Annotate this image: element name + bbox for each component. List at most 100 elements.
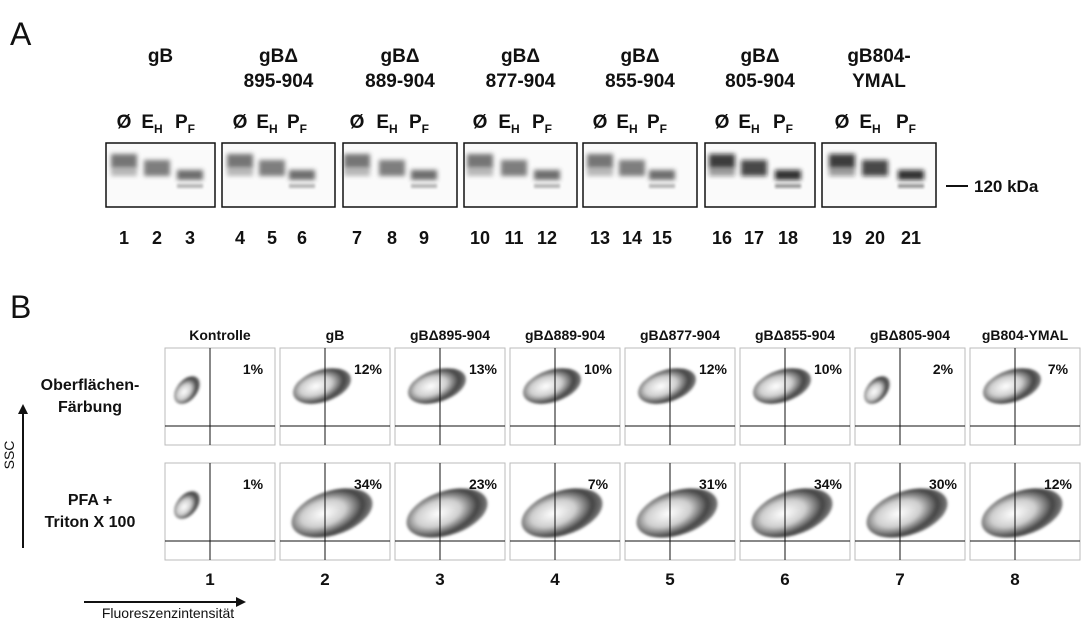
figure: A B 120 kDa SSC Fluoreszenzintensität gB… <box>0 0 1081 623</box>
band <box>227 168 253 176</box>
percent-label: 13% <box>469 361 498 377</box>
lane-label-main: E <box>498 112 511 133</box>
band <box>289 184 315 188</box>
band <box>111 168 137 176</box>
lane-label-sub: F <box>660 122 667 136</box>
lane-number: 5 <box>267 228 277 248</box>
lane-label: EH <box>141 112 162 136</box>
percent-label: 12% <box>1044 476 1073 492</box>
lane-label-main: E <box>738 112 751 133</box>
lane-number: 15 <box>652 228 672 248</box>
column-header: gB <box>326 327 345 343</box>
band <box>467 168 493 176</box>
percent-label: 1% <box>243 476 264 492</box>
column-header: gBΔ877-904 <box>640 327 720 343</box>
lane-label: PF <box>287 112 307 136</box>
percent-label: 31% <box>699 476 728 492</box>
lane-number: 21 <box>901 228 921 248</box>
band <box>379 160 405 176</box>
row-label: Triton X 100 <box>45 514 136 531</box>
lane-number: 18 <box>778 228 798 248</box>
lane-label: Ø <box>233 112 248 133</box>
group-title: gBΔ <box>621 46 660 67</box>
lane-label-main: E <box>256 112 269 133</box>
band <box>649 170 675 180</box>
column-number: 1 <box>205 570 214 589</box>
lane-label: EH <box>616 112 637 136</box>
band <box>289 170 315 180</box>
lane-label-sub: F <box>545 122 552 136</box>
lane-label: PF <box>773 112 793 136</box>
column-number: 5 <box>665 570 674 589</box>
lane-number: 1 <box>119 228 129 248</box>
lane-label-main: Ø <box>233 112 248 133</box>
percent-label: 10% <box>814 361 843 377</box>
lane-label: PF <box>896 112 916 136</box>
lane-number: 13 <box>590 228 610 248</box>
group-title: gB <box>148 46 173 67</box>
lane-label-main: P <box>896 112 909 133</box>
band <box>144 160 170 176</box>
panel-label: B <box>10 289 31 325</box>
lane-number: 10 <box>470 228 490 248</box>
lane-label-sub: H <box>269 122 278 136</box>
percent-label: 23% <box>469 476 498 492</box>
band <box>411 184 437 188</box>
column-number: 8 <box>1010 570 1019 589</box>
group-title: gBΔ <box>501 46 540 67</box>
band <box>709 154 735 168</box>
band <box>775 184 801 188</box>
lane-label-sub: H <box>389 122 398 136</box>
lane-number: 17 <box>744 228 764 248</box>
group-title: 805-904 <box>725 71 795 92</box>
lane-number: 14 <box>622 228 642 248</box>
lane-label-main: P <box>532 112 545 133</box>
percent-label: 12% <box>354 361 383 377</box>
row-label: Färbung <box>58 399 122 416</box>
band <box>829 168 855 176</box>
group-title: gBΔ <box>381 46 420 67</box>
lane-label-main: P <box>287 112 300 133</box>
column-header: gBΔ805-904 <box>870 327 950 343</box>
lane-label-sub: F <box>300 122 307 136</box>
x-arrow-head <box>236 597 246 607</box>
lane-label-main: E <box>141 112 154 133</box>
band <box>344 168 370 176</box>
lane-label: Ø <box>117 112 132 133</box>
lane-label: PF <box>175 112 195 136</box>
column-header: gBΔ889-904 <box>525 327 605 343</box>
lane-label-main: Ø <box>350 112 365 133</box>
column-number: 3 <box>435 570 444 589</box>
band <box>411 170 437 180</box>
lane-label-sub: H <box>751 122 760 136</box>
y-axis-label: SSC <box>1 441 17 470</box>
lane-number: 16 <box>712 228 732 248</box>
lane-label: PF <box>647 112 667 136</box>
band <box>501 160 527 176</box>
band <box>587 168 613 176</box>
y-arrow-head <box>18 404 28 414</box>
percent-label: 34% <box>814 476 843 492</box>
lane-label: Ø <box>835 112 850 133</box>
lane-label-sub: F <box>909 122 916 136</box>
lane-label: PF <box>409 112 429 136</box>
column-number: 6 <box>780 570 789 589</box>
lane-label-main: Ø <box>715 112 730 133</box>
band <box>775 170 801 180</box>
percent-label: 7% <box>1048 361 1069 377</box>
group-title: gBΔ <box>259 46 298 67</box>
column-number: 7 <box>895 570 904 589</box>
band <box>619 160 645 176</box>
group-title: 889-904 <box>365 71 435 92</box>
band <box>587 154 613 168</box>
lane-number: 20 <box>865 228 885 248</box>
row-label: PFA + <box>68 492 112 509</box>
band <box>111 154 137 168</box>
group-title: gBΔ <box>741 46 780 67</box>
x-axis-label: Fluoreszenzintensität <box>102 605 234 621</box>
band <box>177 184 203 188</box>
band <box>467 154 493 168</box>
percent-label: 7% <box>588 476 609 492</box>
lane-label-main: Ø <box>117 112 132 133</box>
band <box>898 170 924 180</box>
